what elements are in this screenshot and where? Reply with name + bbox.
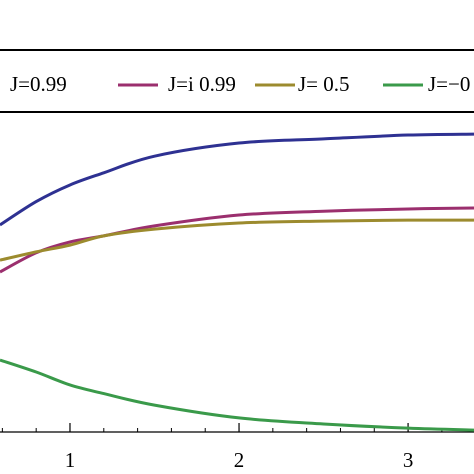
line-series xyxy=(0,132,474,227)
x-tick-label: 2 xyxy=(234,448,245,472)
legend-label: J= 0.5 xyxy=(298,72,350,96)
legend-label: J=−0 xyxy=(428,72,470,96)
legend-box xyxy=(0,49,474,113)
line-series xyxy=(0,218,474,262)
line-series xyxy=(0,358,474,432)
line-series xyxy=(0,206,474,274)
x-tick-label: 1 xyxy=(65,448,76,472)
legend-label: J=i 0.99 xyxy=(168,72,236,96)
x-tick-label: 3 xyxy=(403,448,414,472)
legend-label: J=0.99 xyxy=(10,72,67,96)
